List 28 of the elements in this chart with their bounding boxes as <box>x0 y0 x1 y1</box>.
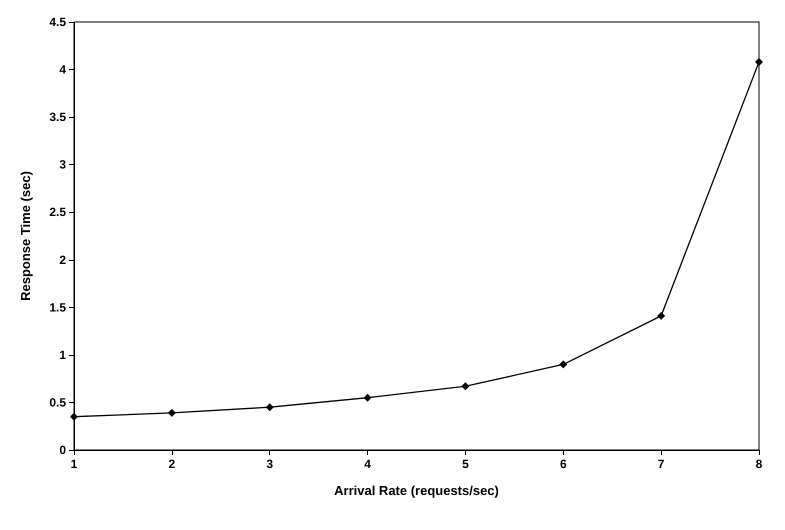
x-tick-label: 4 <box>364 457 372 471</box>
x-tick-label: 5 <box>462 457 470 471</box>
y-tick-label: 2 <box>59 252 66 267</box>
point <box>461 382 470 390</box>
y-axis-title: Response Time (sec) <box>18 171 33 301</box>
point <box>364 394 372 402</box>
x-tick-label: 6 <box>560 457 567 471</box>
x-tick-label: 1 <box>70 457 78 471</box>
point <box>168 408 176 417</box>
y-tick-label: 3 <box>59 158 66 172</box>
x-tick-label: 2 <box>168 457 176 471</box>
y-tick-label: 1 <box>59 348 66 362</box>
y-tick-label: 3.5 <box>49 110 66 124</box>
y-tick-label: 0.5 <box>49 395 66 410</box>
y-tick-label: 0 <box>59 443 66 457</box>
y-tick-label: 4 <box>59 62 66 77</box>
y-tick-label: 2.5 <box>49 205 66 220</box>
x-tick-label: 8 <box>756 457 763 471</box>
point <box>70 412 78 421</box>
point <box>266 403 274 412</box>
point <box>657 312 666 320</box>
point <box>559 360 568 368</box>
x-tick-label: 7 <box>658 457 665 471</box>
y-tick-label: 4.5 <box>49 15 66 29</box>
x-axis-title: Arrival Rate (requests/sec) <box>334 483 499 498</box>
y-tick-label: 1.5 <box>49 300 66 314</box>
x-tick-label: 3 <box>266 457 274 471</box>
point <box>755 58 763 66</box>
